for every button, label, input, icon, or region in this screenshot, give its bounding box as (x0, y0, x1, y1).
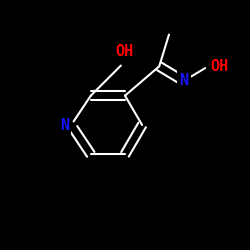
Text: N: N (60, 118, 69, 132)
Text: N: N (179, 74, 188, 88)
Text: OH: OH (116, 44, 134, 59)
Text: OH: OH (210, 59, 229, 74)
